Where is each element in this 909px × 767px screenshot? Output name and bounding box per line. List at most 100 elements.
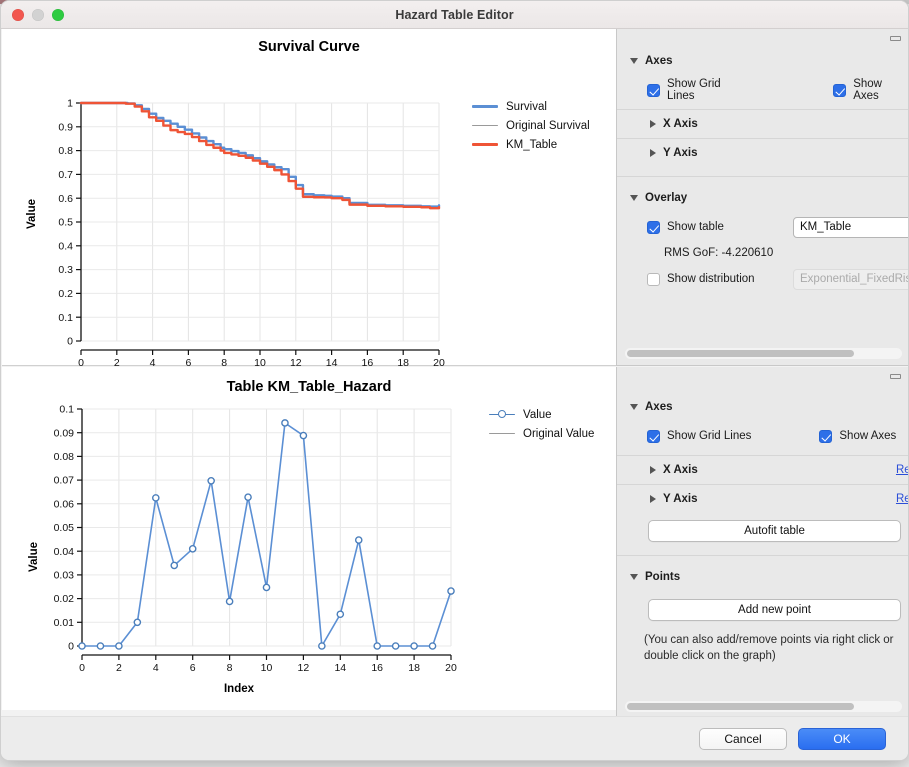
svg-text:0: 0 — [67, 336, 73, 348]
survival-sidebar-hscrollbar[interactable] — [625, 348, 902, 359]
legend-label-original-survival: Original Survival — [506, 119, 590, 132]
chevron-down-icon — [630, 574, 638, 580]
survival-plot-svg: 0 2 4 6 8 10 12 14 16 18 20 0 0.1 0.2 0.3 0.4 0.5 0.6 0.7 0… — [58, 98, 445, 366]
rms-gof-value: RMS GoF: -4.220610 — [664, 247, 774, 259]
hazard-chart-pane: Table KM_Table_Hazard Value Index 0 2 4 6 8 1… — [2, 367, 616, 710]
svg-text:10: 10 — [261, 662, 273, 674]
svg-text:14: 14 — [334, 662, 346, 674]
divider — [617, 176, 908, 177]
chevron-down-icon — [630, 195, 638, 201]
svg-text:0.4: 0.4 — [58, 240, 73, 252]
window-controls[interactable] — [12, 9, 64, 21]
legend-swatch-value — [489, 410, 515, 418]
svg-text:0.1: 0.1 — [58, 312, 73, 324]
svg-text:0: 0 — [68, 641, 74, 653]
chevron-down-icon — [630, 58, 638, 64]
hazard-y-axis-row[interactable]: Y Axis Reset — [617, 484, 908, 513]
survival-x-axis-row[interactable]: X Axis — [617, 109, 908, 138]
scrollbar-thumb[interactable] — [627, 350, 855, 357]
svg-text:8: 8 — [221, 357, 227, 366]
chevron-right-icon — [650, 495, 656, 503]
show-table-checkbox[interactable] — [647, 220, 660, 234]
svg-text:1: 1 — [67, 98, 73, 110]
window-titlebar: Hazard Table Editor — [1, 1, 908, 29]
table-select-field[interactable]: KM_Table — [793, 216, 908, 238]
svg-text:0.07: 0.07 — [54, 475, 75, 487]
autofit-table-button[interactable]: Autofit table — [648, 520, 901, 542]
window-title: Hazard Table Editor — [395, 7, 514, 22]
survival-show-grid-lines-label: Show Grid Lines — [667, 78, 721, 102]
hazard-axes-section-header[interactable]: Axes — [617, 397, 908, 417]
legend-label-survival: Survival — [506, 100, 547, 113]
collapse-panel-icon[interactable] — [890, 374, 901, 379]
svg-text:16: 16 — [362, 357, 374, 366]
svg-text:0.02: 0.02 — [54, 593, 75, 605]
zoom-button[interactable] — [52, 9, 64, 21]
hazard-options-sidebar: Axes Show Grid Lines Show Axes X Axis Re… — [616, 367, 908, 718]
survival-axes-section-header[interactable]: Axes — [617, 51, 908, 71]
hazard-show-grid-lines-checkbox[interactable] — [647, 429, 660, 443]
hazard-sidebar-hscrollbar[interactable] — [625, 701, 902, 712]
show-distribution-checkbox[interactable] — [647, 272, 660, 286]
survival-show-axes-label: Show Axes — [853, 78, 882, 102]
hazard-y-axis-label-text: Y Axis — [663, 493, 698, 505]
survival-sidebar-content: Axes Show Grid Lines Show Axes X Axis — [617, 29, 908, 292]
survival-y-axis-label-text: Y Axis — [663, 147, 698, 159]
legend-swatch-km-table — [472, 143, 498, 146]
hazard-x-axis-row[interactable]: X Axis Reset — [617, 455, 908, 484]
survival-legend: Survival Original Survival KM_Table — [472, 97, 590, 154]
survival-x-axis-label-text: X Axis — [663, 118, 698, 130]
svg-text:20: 20 — [445, 662, 457, 674]
svg-text:18: 18 — [408, 662, 420, 674]
svg-text:0.2: 0.2 — [58, 288, 73, 300]
hazard-chart-title: Table KM_Table_Hazard — [226, 379, 392, 395]
survival-chart-title: Survival Curve — [258, 39, 360, 55]
scrollbar-thumb[interactable] — [627, 703, 855, 710]
svg-text:2: 2 — [116, 662, 122, 674]
close-button[interactable] — [12, 9, 24, 21]
survival-overlay-section-header[interactable]: Overlay — [617, 188, 908, 208]
hazard-axes-title: Axes — [645, 401, 673, 413]
survival-curve-chart[interactable]: Survival Curve Value Index 0246810121416… — [2, 29, 616, 388]
svg-text:0.3: 0.3 — [58, 264, 73, 276]
legend-label-value: Value — [523, 408, 552, 421]
svg-text:0.5: 0.5 — [58, 217, 73, 229]
distribution-select-field: Exponential_FixedRisk — [793, 268, 908, 290]
show-distribution-label: Show distribution — [667, 273, 755, 285]
collapse-panel-icon[interactable] — [890, 36, 901, 41]
dialog-body: Survival Curve Value Index 0246810121416… — [1, 29, 908, 718]
dialog-action-bar: Cancel OK — [1, 716, 908, 760]
add-new-point-button[interactable]: Add new point — [648, 599, 901, 621]
hazard-x-axis-label: Index — [223, 683, 255, 695]
svg-text:6: 6 — [185, 357, 191, 366]
ok-button[interactable]: OK — [798, 727, 886, 750]
svg-text:12: 12 — [298, 662, 310, 674]
legend-item-km-table: KM_Table — [472, 135, 590, 154]
points-title: Points — [645, 571, 681, 583]
survival-show-axes-checkbox[interactable] — [833, 83, 847, 97]
survival-axes-title: Axes — [645, 55, 673, 67]
svg-text:0: 0 — [79, 662, 85, 674]
svg-text:0.04: 0.04 — [54, 546, 75, 558]
points-section-header[interactable]: Points — [617, 567, 908, 587]
legend-item-original-value: Original Value — [489, 424, 594, 443]
hazard-show-axes-checkbox[interactable] — [819, 429, 833, 443]
svg-text:10: 10 — [254, 357, 266, 366]
cancel-button[interactable]: Cancel — [699, 727, 787, 750]
hazard-axes-toggles: Show Grid Lines Show Axes — [617, 423, 908, 449]
show-distribution-row: Show distribution Exponential_FixedRisk — [617, 266, 908, 292]
svg-text:4: 4 — [153, 662, 159, 674]
minimize-button[interactable] — [32, 9, 44, 21]
hazard-show-grid-lines-label: Show Grid Lines — [667, 430, 752, 442]
hazard-table-chart[interactable]: Table KM_Table_Hazard Value Index 0 2 4 6 8 1… — [2, 367, 616, 710]
survival-show-grid-lines-checkbox[interactable] — [647, 83, 660, 97]
svg-text:0.08: 0.08 — [54, 451, 75, 463]
survival-axes-toggles: Show Grid Lines Show Axes — [617, 77, 908, 103]
svg-text:0.06: 0.06 — [54, 498, 75, 510]
legend-item-value: Value — [489, 405, 594, 424]
survival-overlay-title: Overlay — [645, 192, 688, 204]
hazard-x-axis-reset-link[interactable]: Reset — [895, 464, 908, 476]
hazard-y-axis-reset-link[interactable]: Reset — [895, 493, 908, 505]
survival-y-axis-row[interactable]: Y Axis — [617, 138, 908, 167]
svg-text:0: 0 — [78, 357, 84, 366]
